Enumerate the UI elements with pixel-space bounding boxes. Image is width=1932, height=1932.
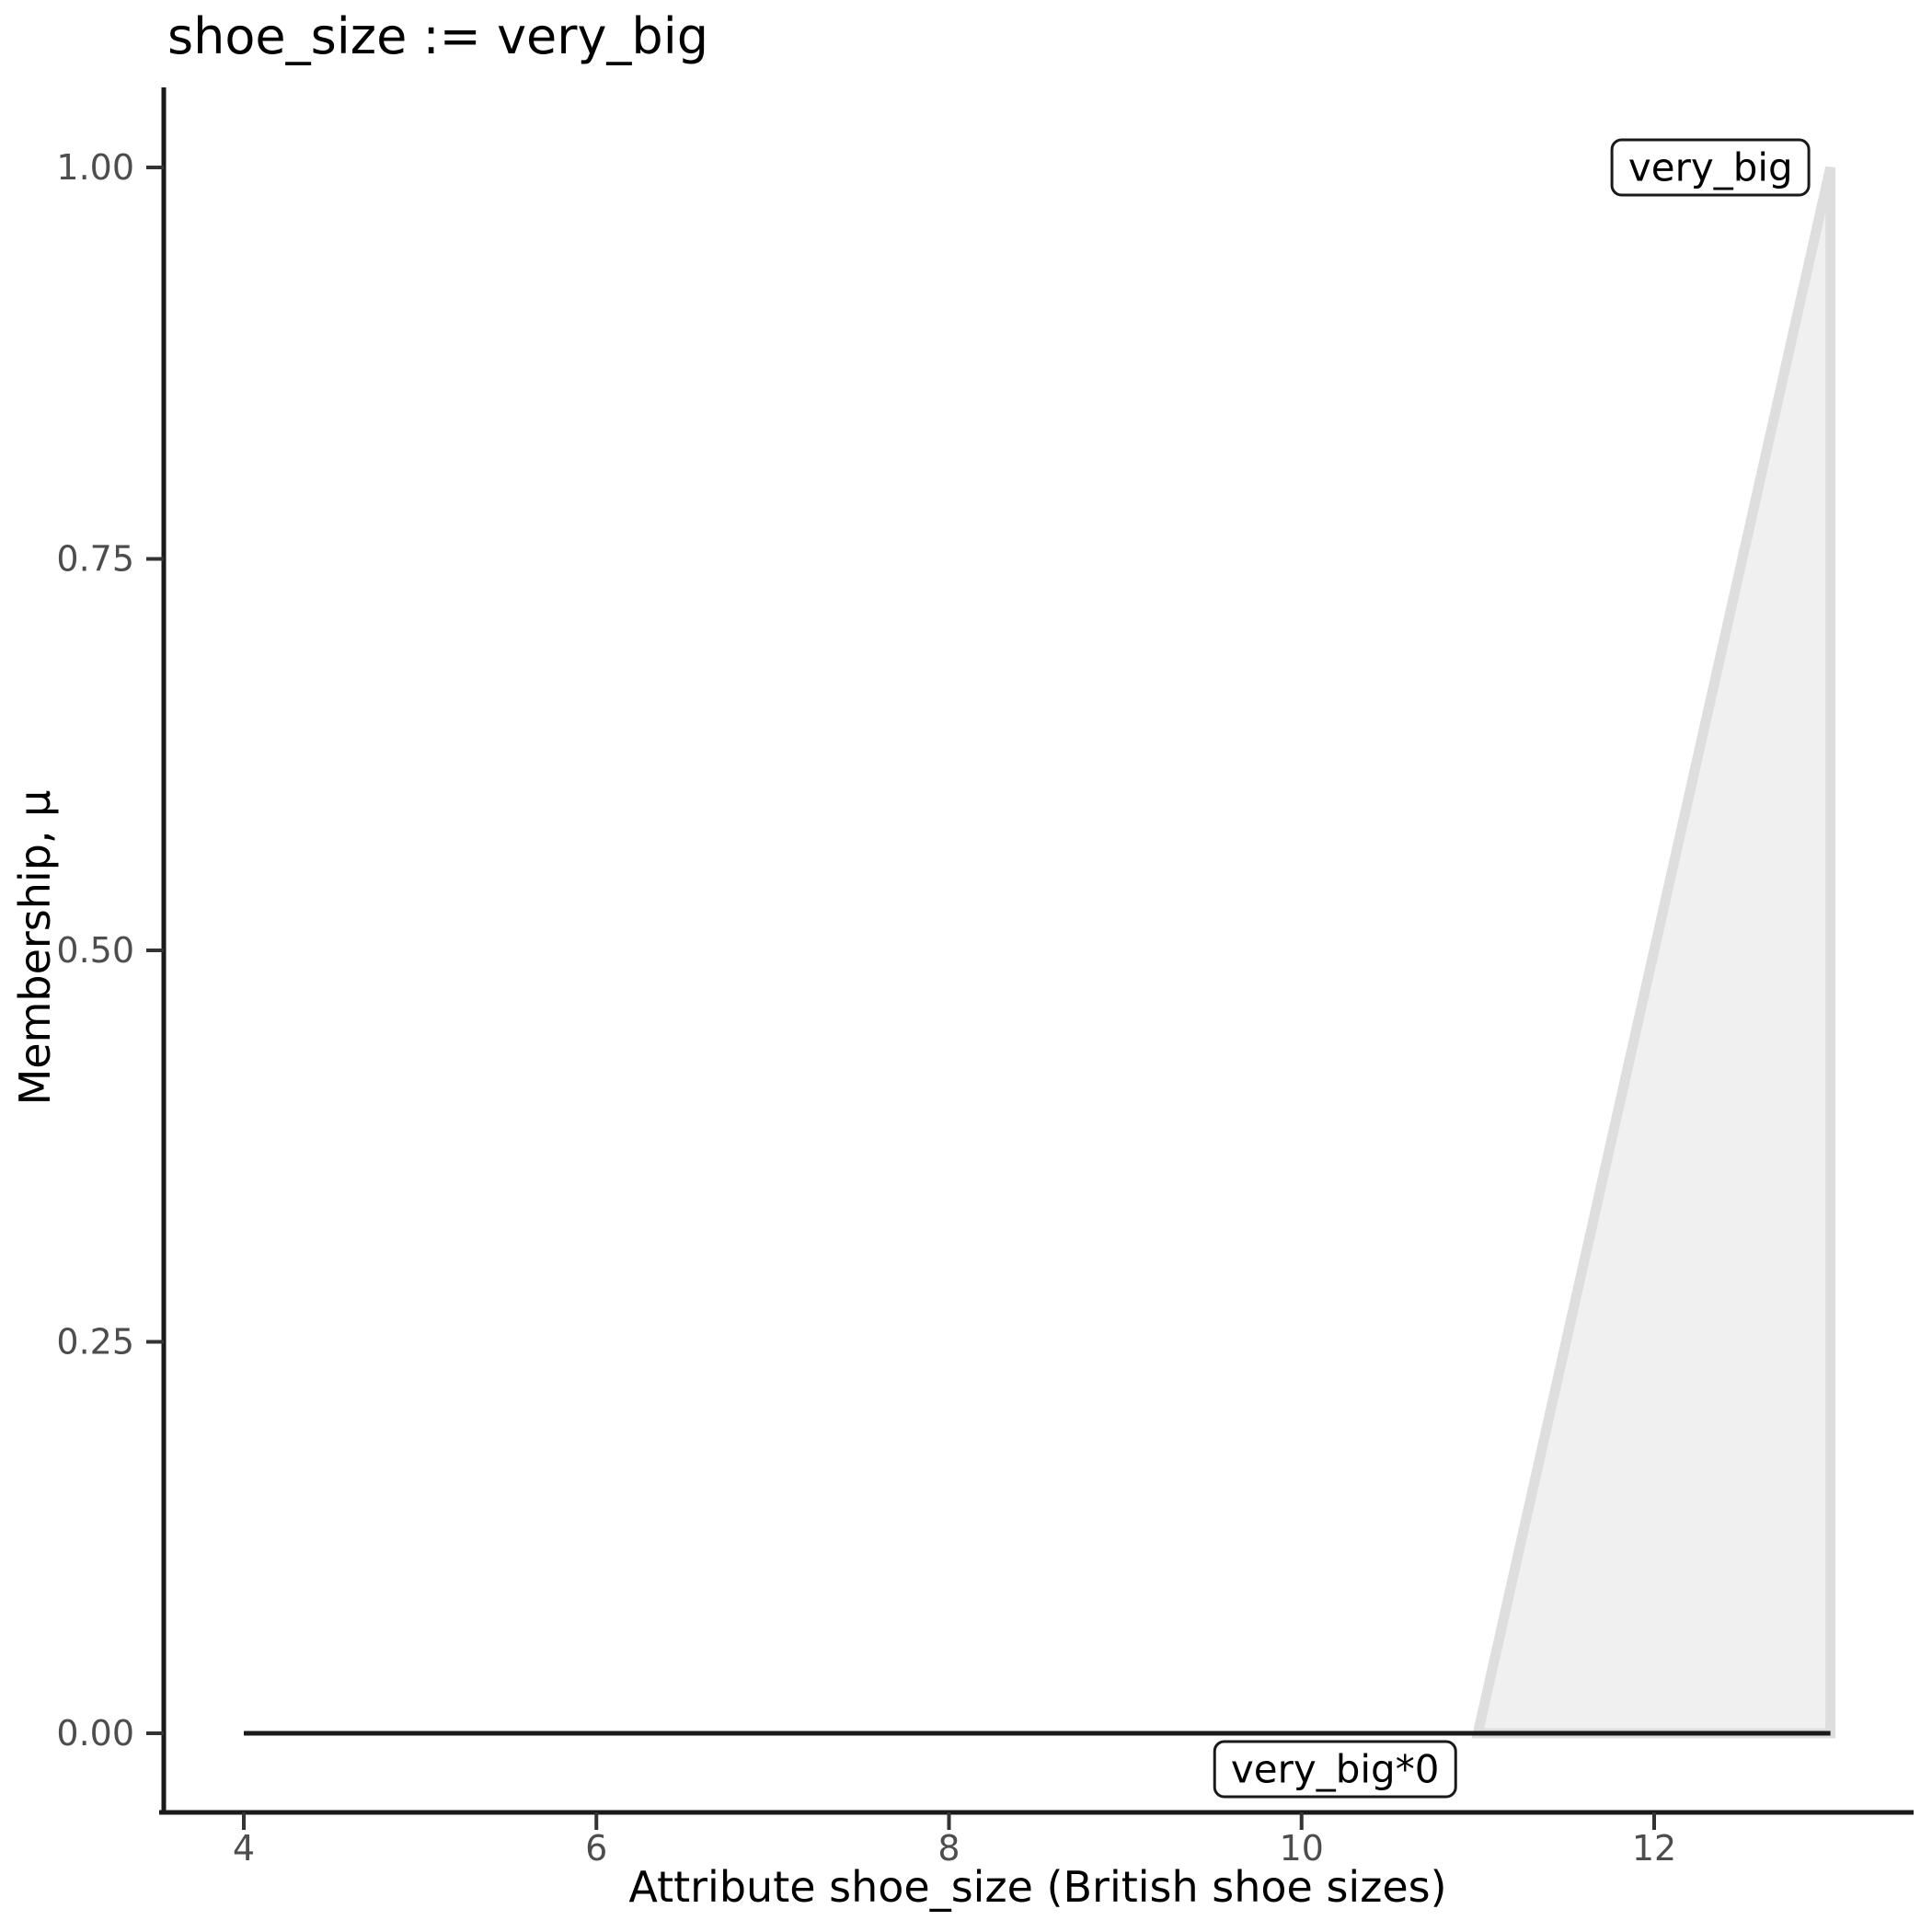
y-tick-label: 1.00 — [56, 147, 134, 188]
y-tick-label: 0.00 — [56, 1713, 134, 1754]
y-axis-label: Membership, μ — [10, 789, 60, 1106]
y-tick-label: 0.25 — [56, 1322, 134, 1363]
annotation-very-big-label: very_big — [1627, 144, 1793, 190]
y-tick-label: 0.50 — [56, 930, 134, 971]
x-tick-label: 4 — [233, 1828, 255, 1869]
x-tick-label: 10 — [1280, 1828, 1324, 1869]
y-tick-label: 0.75 — [56, 539, 134, 580]
x-tick-label: 12 — [1632, 1828, 1676, 1869]
x-axis-label: Attribute shoe_size (British shoe sizes) — [628, 1862, 1447, 1912]
series-area-very_big — [1471, 166, 1836, 1739]
x-tick-label: 8 — [937, 1828, 960, 1869]
annotation-very-big: very_big — [1610, 138, 1811, 197]
x-tick-label: 6 — [585, 1828, 607, 1869]
annotation-very-big-times-0-label: very_big*0 — [1230, 1746, 1440, 1792]
chart-title: shoe_size := very_big — [167, 7, 708, 65]
annotation-very-big-times-0: very_big*0 — [1213, 1740, 1457, 1799]
